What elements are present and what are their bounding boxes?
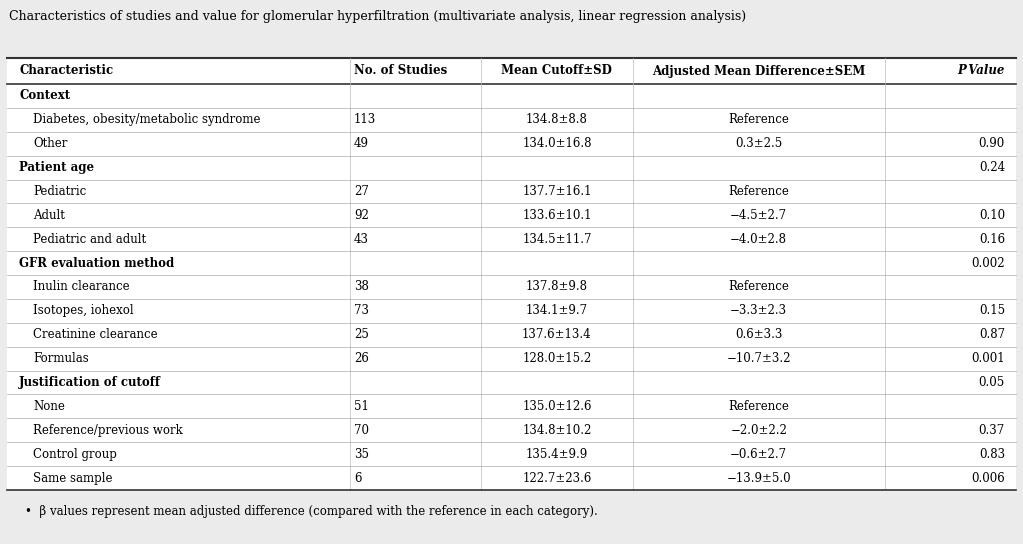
Text: 0.83: 0.83 bbox=[979, 448, 1005, 461]
Text: 134.8±10.2: 134.8±10.2 bbox=[522, 424, 591, 437]
Text: Pediatric: Pediatric bbox=[33, 185, 86, 198]
Text: Characteristic: Characteristic bbox=[19, 65, 114, 77]
Text: Justification of cutoff: Justification of cutoff bbox=[19, 376, 161, 389]
Text: −4.5±2.7: −4.5±2.7 bbox=[730, 209, 788, 222]
Text: 27: 27 bbox=[354, 185, 369, 198]
Text: 70: 70 bbox=[354, 424, 369, 437]
Text: Other: Other bbox=[33, 137, 68, 150]
Text: −3.3±2.3: −3.3±2.3 bbox=[730, 305, 788, 317]
Text: 128.0±15.2: 128.0±15.2 bbox=[523, 352, 591, 365]
Text: 6: 6 bbox=[354, 472, 361, 485]
Text: 122.7±23.6: 122.7±23.6 bbox=[522, 472, 591, 485]
Text: Reference: Reference bbox=[728, 185, 789, 198]
Text: 35: 35 bbox=[354, 448, 369, 461]
Text: 38: 38 bbox=[354, 281, 369, 294]
Text: Adult: Adult bbox=[33, 209, 64, 222]
Text: 0.16: 0.16 bbox=[979, 233, 1005, 246]
Text: 0.87: 0.87 bbox=[979, 328, 1005, 341]
Text: 113: 113 bbox=[354, 113, 376, 126]
Text: 134.0±16.8: 134.0±16.8 bbox=[522, 137, 591, 150]
Text: 73: 73 bbox=[354, 305, 369, 317]
Text: Isotopes, iohexol: Isotopes, iohexol bbox=[33, 305, 134, 317]
Text: Diabetes, obesity/metabolic syndrome: Diabetes, obesity/metabolic syndrome bbox=[33, 113, 261, 126]
Text: Formulas: Formulas bbox=[33, 352, 89, 365]
Text: 25: 25 bbox=[354, 328, 369, 341]
Text: 134.1±9.7: 134.1±9.7 bbox=[526, 305, 588, 317]
Text: 26: 26 bbox=[354, 352, 369, 365]
Bar bbox=[7, 58, 1016, 490]
Text: −2.0±2.2: −2.0±2.2 bbox=[730, 424, 787, 437]
Text: None: None bbox=[33, 400, 64, 413]
Text: 0.90: 0.90 bbox=[979, 137, 1005, 150]
Text: 0.002: 0.002 bbox=[971, 257, 1005, 270]
Text: 51: 51 bbox=[354, 400, 369, 413]
Text: 49: 49 bbox=[354, 137, 369, 150]
Text: 137.8±9.8: 137.8±9.8 bbox=[526, 281, 588, 294]
Text: •  β values represent mean adjusted difference (compared with the reference in e: • β values represent mean adjusted diffe… bbox=[25, 505, 597, 518]
Text: 137.7±16.1: 137.7±16.1 bbox=[522, 185, 591, 198]
Text: 0.15: 0.15 bbox=[979, 305, 1005, 317]
Text: Characteristics of studies and value for glomerular hyperfiltration (multivariat: Characteristics of studies and value for… bbox=[9, 10, 746, 23]
Text: Adjusted Mean Difference±SEM: Adjusted Mean Difference±SEM bbox=[652, 65, 865, 77]
Text: 137.6±13.4: 137.6±13.4 bbox=[522, 328, 591, 341]
Text: Reference: Reference bbox=[728, 113, 789, 126]
Text: Reference: Reference bbox=[728, 281, 789, 294]
Text: 0.24: 0.24 bbox=[979, 161, 1005, 174]
Text: Creatinine clearance: Creatinine clearance bbox=[33, 328, 158, 341]
Text: 0.3±2.5: 0.3±2.5 bbox=[736, 137, 783, 150]
Text: 0.6±3.3: 0.6±3.3 bbox=[735, 328, 783, 341]
Text: Same sample: Same sample bbox=[33, 472, 113, 485]
Text: Inulin clearance: Inulin clearance bbox=[33, 281, 130, 294]
Text: −4.0±2.8: −4.0±2.8 bbox=[730, 233, 788, 246]
Text: −0.6±2.7: −0.6±2.7 bbox=[730, 448, 788, 461]
Text: Pediatric and adult: Pediatric and adult bbox=[33, 233, 146, 246]
Text: 135.0±12.6: 135.0±12.6 bbox=[522, 400, 591, 413]
Text: Patient age: Patient age bbox=[19, 161, 94, 174]
Text: GFR evaluation method: GFR evaluation method bbox=[19, 257, 174, 270]
Text: 134.5±11.7: 134.5±11.7 bbox=[522, 233, 591, 246]
Text: 0.006: 0.006 bbox=[971, 472, 1005, 485]
Text: 135.4±9.9: 135.4±9.9 bbox=[526, 448, 588, 461]
Text: 0.001: 0.001 bbox=[971, 352, 1005, 365]
Text: Reference/previous work: Reference/previous work bbox=[33, 424, 183, 437]
Text: 92: 92 bbox=[354, 209, 369, 222]
Text: −13.9±5.0: −13.9±5.0 bbox=[726, 472, 791, 485]
Text: P Value: P Value bbox=[958, 65, 1005, 77]
Text: No. of Studies: No. of Studies bbox=[354, 65, 447, 77]
Text: Reference: Reference bbox=[728, 400, 789, 413]
Text: 133.6±10.1: 133.6±10.1 bbox=[522, 209, 591, 222]
Text: 134.8±8.8: 134.8±8.8 bbox=[526, 113, 588, 126]
Text: Mean Cutoff±SD: Mean Cutoff±SD bbox=[501, 65, 613, 77]
Text: 0.10: 0.10 bbox=[979, 209, 1005, 222]
Text: −10.7±3.2: −10.7±3.2 bbox=[726, 352, 791, 365]
Text: Context: Context bbox=[19, 89, 71, 102]
Text: Control group: Control group bbox=[33, 448, 117, 461]
Text: 43: 43 bbox=[354, 233, 369, 246]
Text: 0.05: 0.05 bbox=[979, 376, 1005, 389]
Text: 0.37: 0.37 bbox=[979, 424, 1005, 437]
